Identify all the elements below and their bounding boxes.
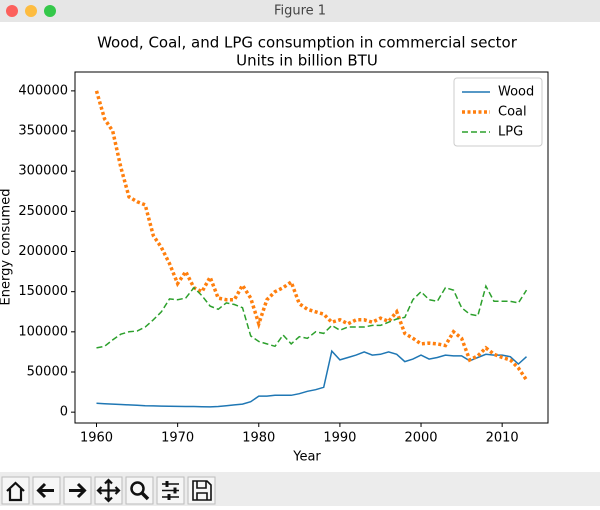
pan-button[interactable] [94, 476, 123, 505]
forward-button[interactable] [63, 476, 92, 505]
y-tick-label: 100000 [18, 324, 68, 339]
x-tick-label: 1980 [242, 431, 275, 446]
y-tick-label: 350000 [18, 124, 68, 139]
y-tick-label: 150000 [18, 284, 68, 299]
x-tick-label: 1990 [323, 431, 356, 446]
x-tick-label: 2010 [486, 431, 519, 446]
legend-box [453, 77, 543, 147]
legend-label: LPG [498, 125, 523, 140]
chart-title: Wood, Coal, and LPG consumption in comme… [97, 34, 518, 52]
back-button[interactable] [32, 476, 61, 505]
title-bar [0, 0, 600, 22]
close-button[interactable] [6, 5, 18, 17]
legend-label: Wood [498, 85, 534, 100]
y-tick-label: 250000 [18, 204, 68, 219]
series-line [96, 349, 528, 408]
x-tick-label: 1970 [161, 431, 194, 446]
save-button[interactable] [187, 476, 216, 505]
y-tick-label: 200000 [18, 244, 68, 259]
x-tick-label: 1960 [80, 431, 113, 446]
window-title: Figure 1 [274, 4, 326, 19]
axes-frame [74, 71, 549, 424]
zoom-button[interactable] [44, 5, 56, 17]
y-tick-label: 300000 [18, 164, 68, 179]
plot-area: 1960 1970 1980 1990 2000 2010 0 50000 100000 1500… [18, 71, 549, 446]
x-tick-label: 2000 [404, 431, 437, 446]
chart-subtitle: Units in billion BTU [236, 52, 378, 70]
legend-label: Coal [498, 105, 527, 120]
series-line [96, 284, 528, 349]
configure-button[interactable] [156, 476, 185, 505]
y-axis-label: Energy consumed [0, 189, 14, 306]
x-axis-label: Year [292, 450, 321, 465]
minimize-button[interactable] [25, 5, 37, 17]
y-tick-label: 0 [60, 405, 68, 420]
y-tick-label: 50000 [27, 364, 68, 379]
y-tick-label: 400000 [18, 83, 68, 98]
zoom-tool-button[interactable] [125, 476, 154, 505]
series-line [94, 90, 528, 381]
home-button[interactable] [1, 476, 30, 505]
